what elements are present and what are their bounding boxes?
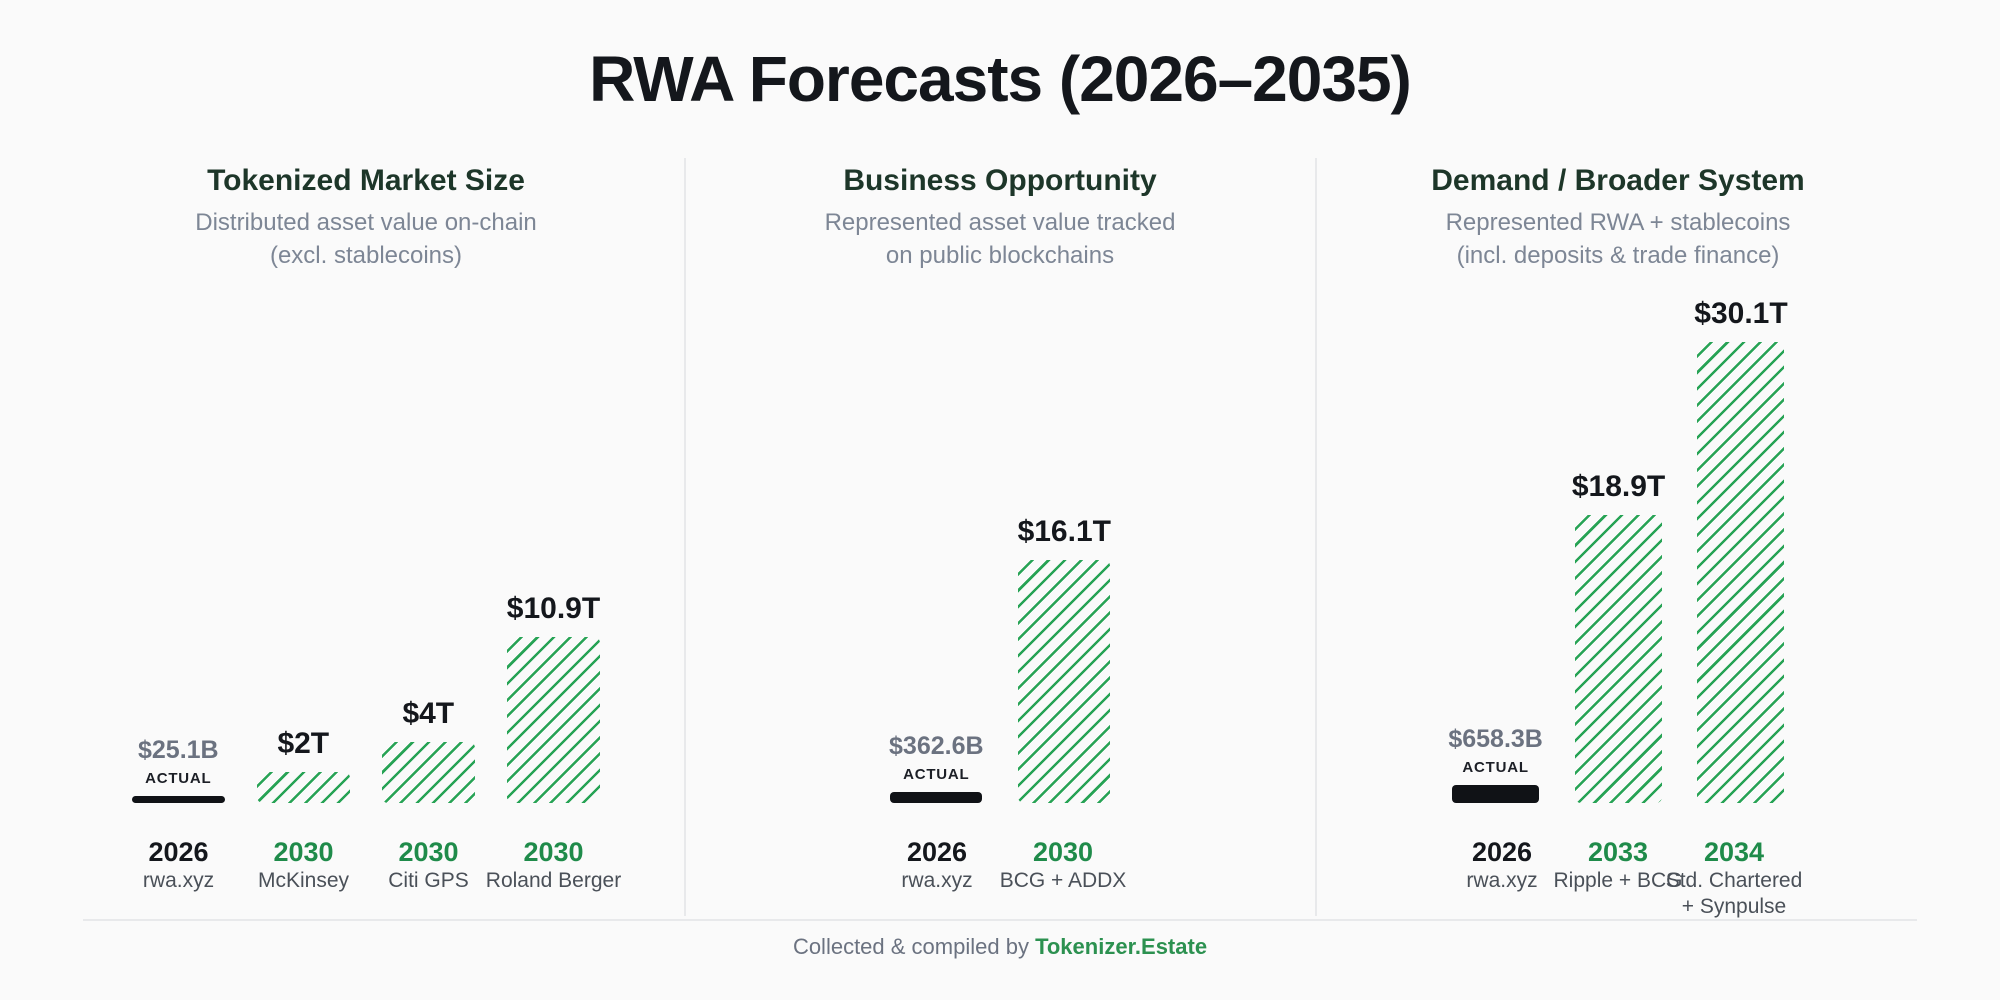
panel-axis-labels-demand-broader-system: 2026 rwa.xyz 2033 Ripple + BCG 2034 Std. Char…	[1338, 836, 1898, 920]
panel-header-business-opportunity: Business Opportunity Represented asset v…	[720, 162, 1280, 272]
panel-subtitle-line: (excl. stablecoins)	[269, 242, 463, 269]
panel-subtitle-line: (incl. deposits & trade finance)	[1456, 242, 1780, 269]
bar-value-label: $658.3B	[1448, 725, 1543, 753]
panel-bars-tokenized-market-size: $25.1B ACTUAL $2T $4T $10.9T	[86, 592, 646, 803]
bar-group-forecast: $16.1T	[1018, 515, 1111, 803]
bar-group-forecast: $2T	[256, 727, 350, 803]
bar-axis-label-group: 2030 McKinsey	[241, 836, 366, 894]
source-label: McKinsey	[257, 869, 350, 892]
panel-bars-business-opportunity: $362.6B ACTUAL $16.1T	[720, 515, 1280, 803]
source-label: BCG + ADDX	[999, 869, 1127, 892]
year-label: 2030	[273, 837, 334, 867]
bar-group-actual: $25.1B ACTUAL	[131, 736, 225, 803]
bar-group-actual: $658.3B ACTUAL	[1448, 725, 1543, 803]
bar-value-label: $362.6B	[889, 732, 984, 760]
bar-value-label: $16.1T	[1017, 515, 1111, 548]
panel-subtitle-line: on public blockchains	[885, 242, 1115, 269]
source-label: Roland Berger	[485, 869, 622, 892]
year-label: 2026	[148, 837, 209, 867]
panel-title: Business Opportunity	[843, 164, 1157, 197]
bar-value-label: $25.1B	[137, 736, 219, 764]
panel-subtitle-line: Represented asset value tracked	[824, 209, 1176, 236]
bar-axis-label-group: 2030 Citi GPS	[366, 836, 491, 894]
year-label: 2033	[1587, 837, 1649, 867]
bar-axis-label-group: 2026 rwa.xyz	[874, 836, 1000, 894]
source-label: + Synpulse	[1681, 895, 1787, 918]
year-label: 2030	[1032, 837, 1094, 867]
panel-header-demand-broader-system: Demand / Broader System Represented RWA …	[1338, 162, 1898, 272]
panel-bars-demand-broader-system: $658.3B ACTUAL $18.9T $30.1T	[1338, 297, 1898, 803]
bar-axis-label-group: 2033 Ripple + BCG	[1554, 836, 1683, 920]
panel-axis-labels-tokenized-market-size: 2026 rwa.xyz 2030 McKinsey 2030 Citi GPS 2030 R…	[86, 836, 646, 894]
bar-group-forecast: $4T	[381, 697, 475, 803]
source-label: Ripple + BCG	[1553, 869, 1683, 892]
footer-brand: Tokenizer.Estate	[1035, 934, 1208, 959]
bar-forecast	[1018, 560, 1111, 803]
source-label: rwa.xyz	[142, 869, 215, 892]
bar-axis-label-group: 2030 BCG + ADDX	[999, 836, 1127, 894]
bar-axis-label-group: 2026 rwa.xyz	[116, 836, 241, 894]
bar-forecast	[1575, 515, 1663, 803]
panel-axis-labels-business-opportunity: 2026 rwa.xyz 2030 BCG + ADDX	[720, 836, 1280, 894]
bar-actual	[131, 796, 225, 803]
panel-divider	[1315, 158, 1317, 916]
footer-divider	[83, 919, 1917, 921]
bar-forecast	[256, 772, 350, 803]
bar-value-label: $4T	[402, 697, 455, 730]
panel-header-tokenized-market-size: Tokenized Market Size Distributed asset …	[86, 162, 646, 272]
bar-value-label: $18.9T	[1571, 470, 1666, 503]
bar-value-label: $2T	[277, 727, 330, 760]
source-label: rwa.xyz	[901, 869, 973, 892]
source-label: Citi GPS	[388, 869, 469, 892]
bar-actual	[890, 792, 983, 803]
panel-divider	[684, 158, 686, 916]
source-label: rwa.xyz	[1466, 869, 1538, 892]
footer-credit: Collected & compiled by Tokenizer.Estate	[0, 934, 2000, 960]
actual-badge: ACTUAL	[145, 770, 212, 787]
year-label: 2026	[906, 837, 968, 867]
bar-axis-label-group: 2026 rwa.xyz	[1444, 836, 1560, 920]
panel-subtitle-line: Represented RWA + stablecoins	[1445, 209, 1791, 236]
year-label: 2034	[1703, 837, 1765, 867]
actual-badge: ACTUAL	[903, 766, 970, 783]
panel-subtitle-line: Distributed asset value on-chain	[195, 209, 537, 236]
bar-forecast	[1697, 342, 1785, 803]
panel-title: Tokenized Market Size	[207, 164, 525, 197]
bar-forecast	[507, 637, 600, 803]
year-label: 2026	[1471, 837, 1533, 867]
bar-group-actual: $362.6B ACTUAL	[889, 732, 984, 803]
bar-value-label: $10.9T	[506, 592, 601, 625]
year-label: 2030	[398, 837, 459, 867]
bar-group-forecast: $30.1T	[1694, 297, 1788, 803]
bar-axis-label-group: 2030 Roland Berger	[486, 836, 621, 894]
bar-axis-label-group: 2034 Std. Chartered + Synpulse	[1666, 836, 1803, 920]
bar-group-forecast: $18.9T	[1572, 470, 1665, 803]
footer-credit-text: Collected & compiled by	[792, 934, 1036, 959]
year-label: 2030	[523, 837, 584, 867]
bar-value-label: $30.1T	[1694, 297, 1788, 330]
bar-actual	[1452, 785, 1540, 803]
bar-forecast	[381, 742, 475, 803]
actual-badge: ACTUAL	[1462, 759, 1529, 776]
bar-group-forecast: $10.9T	[507, 592, 600, 803]
panel-title: Demand / Broader System	[1431, 164, 1805, 197]
source-label: Std. Chartered	[1665, 869, 1803, 892]
page-title: RWA Forecasts (2026–2035)	[589, 43, 1412, 115]
